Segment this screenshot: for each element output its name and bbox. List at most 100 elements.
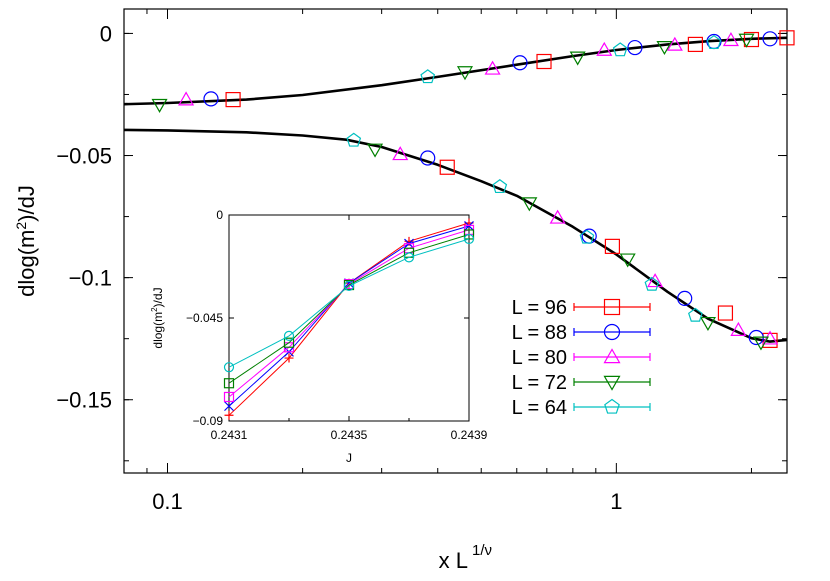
inset-y-tick-label: −0.09 [193,414,224,428]
data-point [151,98,168,113]
x-tick-label: 1 [610,489,622,514]
data-point [203,91,219,107]
inset-series-line [228,234,470,384]
legend-marker [603,298,621,316]
data-point [512,55,528,71]
inset-data-point [403,252,415,263]
data-point [569,51,586,66]
inset-data-point [464,221,474,231]
legend-marker [603,375,621,391]
inset-series-L64 [223,233,475,373]
inset-x-tick-label: 0.2435 [331,428,368,442]
data-point [439,159,455,175]
data-point [619,253,636,268]
legend-label: L = 72 [512,372,567,394]
data-point [688,307,703,322]
legend-label: L = 88 [512,322,567,344]
main-y-axis-label: dlog(m2)/dJ [13,185,39,297]
data-point [647,273,664,288]
data-point [367,143,384,158]
legend-marker [603,323,621,341]
data-point [779,30,795,46]
main-ticks: 0 −0.05 −0.1 −0.15 0.1 1 [56,9,787,514]
data-point [677,290,693,306]
inset-series-line [228,238,470,368]
series-L64 [346,34,722,322]
fit-curve-upper [123,36,788,106]
inset-series [223,218,475,420]
data-point [604,238,621,254]
data-point [699,316,716,332]
data-point [521,197,538,212]
data-point [484,60,501,75]
data-point [706,34,722,49]
legend: L = 96 L = 88 L = 80 L = 72 L = 64 [512,297,651,419]
inset-data-point [224,410,234,420]
inset-plot-background [229,215,469,421]
data-point [549,209,566,224]
main-plot-frame [123,8,788,474]
inset-y-tick-label: −0.045 [186,311,223,325]
inset-series-line [228,229,470,398]
y-tick-label: −0.05 [56,144,112,169]
legend-label: L = 96 [512,297,567,319]
data-point [656,41,673,56]
fit-curve-lower [123,128,788,343]
data-point [762,31,778,47]
data-point [420,150,436,166]
data-point [752,336,770,351]
inset-data-point [284,353,294,363]
series-L80 [178,32,779,345]
series-L72 [151,33,770,351]
inset-x-axis-label: J [346,451,352,465]
main-x-axis-label-exponent: 1/ν [472,542,492,559]
inset-data-point [223,391,235,403]
data-point [644,276,660,291]
y-tick-label: −0.1 [69,266,112,291]
data-point [536,53,552,70]
data-point [178,91,195,106]
legend-marker [603,348,621,364]
inset-y-tick-label: 0 [216,208,223,222]
data-point [666,36,683,51]
data-point [687,36,703,53]
y-tick-label: −0.15 [56,388,112,413]
x-tick-label: 0.1 [152,489,183,514]
inset-data-point [343,280,355,292]
inset-data-point [283,337,295,348]
data-point [738,33,755,48]
data-point [612,42,628,57]
inset-x-tick-label: 0.2431 [211,428,248,442]
data-point [392,146,409,161]
inset-x-tick-label: 0.2439 [451,428,488,442]
inset-y-axis-label: dlog(m2)/dJ [150,287,165,348]
main-data-points [151,30,795,351]
legend-marker [604,398,620,414]
data-point [456,66,474,81]
data-point [730,321,747,336]
data-point [492,179,508,194]
main-x-axis-label: x L [439,548,468,573]
data-point [743,31,760,48]
data-point [225,92,241,108]
data-point [722,32,739,47]
inset-data-point [283,330,295,341]
data-point [346,132,362,147]
inset-data-point [463,233,475,245]
inset-data-point [224,401,234,412]
legend-label: L = 80 [512,347,567,369]
y-tick-label: 0 [100,21,112,46]
inset-ticks: 0 −0.045 −0.090.2431 0.2435 0.2439 [186,208,488,442]
data-point [420,69,436,84]
inset-data-point [223,378,235,389]
inset-data-point [463,229,475,240]
main-y-axis-label-sup: 2 [13,222,29,230]
data-point [717,305,734,321]
inset-data-point [223,362,235,373]
data-point [596,41,613,56]
series-L96 [225,30,795,348]
data-point [579,229,595,244]
data-point [627,39,643,56]
legend-label: L = 64 [512,397,567,419]
